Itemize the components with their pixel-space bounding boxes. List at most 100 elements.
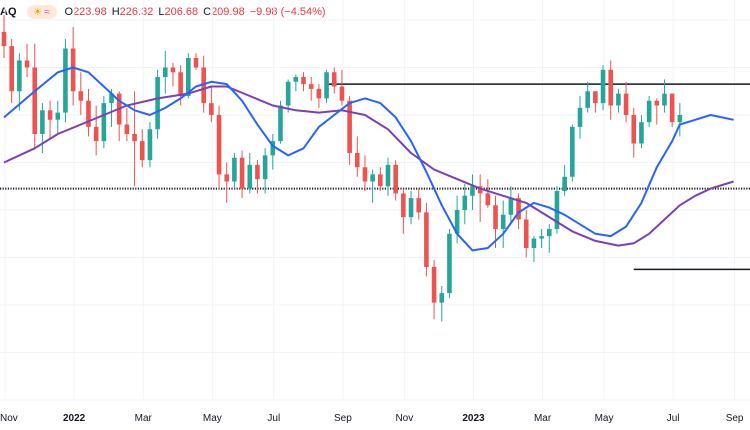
x-tick-label: Sep (726, 413, 744, 424)
candle-body (308, 84, 314, 89)
candle-body (570, 126, 575, 177)
candle (270, 134, 276, 170)
high-value: 226.32 (119, 6, 154, 18)
candle-body (55, 112, 61, 120)
candle-body (577, 107, 583, 127)
candle (508, 186, 514, 225)
candle-body (232, 157, 237, 182)
candle (293, 74, 299, 92)
candle-body (239, 157, 245, 189)
candle-body (600, 69, 606, 104)
candle (308, 77, 314, 101)
candle-body (285, 81, 291, 106)
candle (546, 224, 552, 253)
candle-body (132, 134, 137, 142)
candle (324, 69, 329, 104)
candle-body (462, 195, 468, 210)
candle (677, 103, 683, 137)
candle (385, 157, 391, 196)
moving-averages (3, 66, 734, 252)
candle (354, 136, 360, 177)
x-tick-label: 2022 (63, 413, 86, 424)
candle (447, 229, 452, 298)
candle-body (485, 193, 491, 206)
ohlc-legend: AQ ☀ ≈ O223.98 H226.32 L206.68 C209.98 −… (0, 4, 331, 20)
candle-body (585, 91, 590, 108)
candle-body (186, 58, 191, 96)
candle (262, 148, 268, 194)
candle (132, 91, 137, 187)
candle (600, 65, 606, 111)
x-tick-label: Mar (135, 413, 153, 424)
candle-body (593, 91, 598, 104)
candle-body (378, 174, 383, 187)
candle-body (24, 60, 30, 68)
candle (462, 183, 468, 225)
candle-body (354, 153, 360, 168)
candle-body (523, 219, 529, 248)
candle-body (562, 176, 567, 191)
candle-body (40, 110, 45, 134)
candle-body (178, 72, 183, 96)
candle (339, 69, 345, 106)
close-value: 209.98 (211, 6, 245, 18)
candle (439, 286, 445, 322)
candle (170, 62, 176, 87)
candle (162, 50, 168, 94)
candle-body (101, 103, 107, 142)
x-tick-label: Nov (395, 413, 413, 424)
candle (55, 100, 61, 134)
candle (454, 195, 460, 244)
candle-body (262, 155, 268, 180)
candle (370, 169, 375, 203)
candle-body (616, 93, 621, 106)
candle-body (139, 141, 145, 161)
candle-body (439, 293, 445, 303)
x-tick-label: Jul (667, 413, 680, 424)
candle-body (669, 93, 675, 123)
symbol-label: AQ (0, 6, 17, 18)
candle (608, 60, 614, 120)
candle (570, 124, 575, 182)
candle-body (93, 126, 99, 142)
candle (70, 27, 76, 106)
candle (1, 15, 7, 58)
candle-body (1, 31, 7, 47)
candle (109, 88, 114, 127)
candle (485, 179, 491, 208)
candles-group (1, 15, 683, 322)
ma-slow-line (3, 85, 734, 247)
candle (401, 188, 406, 234)
candle-body (270, 141, 276, 156)
candle-body (362, 167, 368, 182)
candle-body (209, 103, 214, 115)
candle (654, 98, 660, 125)
candle (639, 115, 644, 149)
ma-fast-line (3, 66, 734, 252)
horizontal-levels (0, 83, 750, 271)
candle-body (493, 205, 498, 229)
candle (216, 105, 222, 189)
candle-body (477, 186, 483, 194)
candle (585, 81, 590, 113)
candle (646, 96, 652, 127)
candle (209, 86, 214, 123)
candle (124, 107, 130, 142)
indicator-badge[interactable]: ☀ ≈ (26, 5, 57, 19)
candle (554, 186, 560, 234)
candle-body (162, 67, 168, 77)
low-value: 206.68 (164, 6, 199, 18)
candle (416, 188, 422, 220)
candle-body (247, 164, 253, 189)
x-tick-label: Mar (534, 413, 552, 424)
candle (531, 236, 537, 263)
candle-body (324, 72, 329, 99)
candle-body (516, 198, 521, 220)
x-tick-label: Sep (334, 413, 352, 424)
time-axis: Nov 2022 Mar May Jul Sep Nov 2023 Mar May Jul Sep (0, 413, 744, 424)
candle-body (608, 69, 614, 106)
candle (431, 259, 437, 320)
candle (623, 81, 629, 123)
high-field: H226.32 (111, 6, 154, 18)
